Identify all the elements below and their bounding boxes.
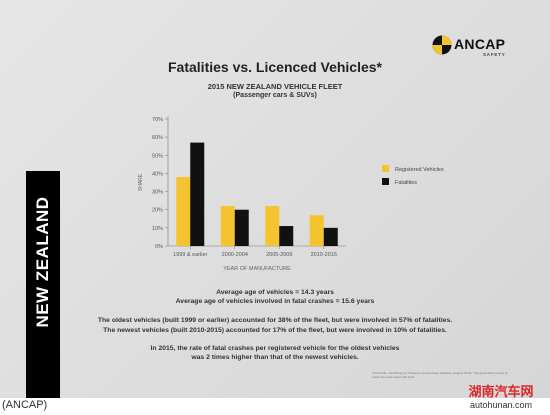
infographic-slide: ANCAP SAFETY Fatalities vs. Licenced Veh…	[0, 0, 550, 398]
site-watermark-url: autohunan.com	[469, 400, 533, 410]
crash-test-dummy-icon	[432, 35, 452, 55]
logo-name: ANCAP	[454, 36, 506, 52]
x-tick-label: 1999 & earlier	[173, 252, 207, 258]
chart-subtitle: 2015 NEW ZEALAND VEHICLE FLEET	[207, 82, 343, 91]
y-tick-label: 60%	[152, 135, 163, 141]
source-footnote: *SOURCE - NZ Ministry of Transport: Annu…	[372, 371, 508, 379]
y-tick-label: 50%	[152, 153, 163, 159]
x-axis-title: YEAR OF MANUFACTURE	[223, 266, 291, 272]
x-tick-label: 2010-2015	[311, 252, 337, 258]
y-tick-label: 30%	[152, 190, 163, 196]
legend-swatch	[382, 165, 389, 172]
y-axis-title: SHARE	[138, 173, 144, 191]
y-tick-label: 0%	[155, 244, 163, 250]
stat-crash-rate-line2: was 2 times higher than that of the newe…	[191, 354, 359, 361]
legend-label: Registered Vehicles	[395, 167, 444, 173]
x-tick-label: 2005-2009	[266, 252, 292, 258]
chart-subtitle-detail: (Passenger cars & SUVs)	[233, 92, 317, 99]
legend-swatch	[382, 178, 389, 185]
registered-vehicles-bar	[265, 206, 280, 246]
registered-vehicles-bar	[176, 177, 191, 246]
stat-average-age-fatal: Average age of vehicles involved in fata…	[175, 298, 375, 305]
stat-oldest-vehicles: The oldest vehicles (built 1999 or earli…	[97, 317, 453, 324]
page-title: Fatalities vs. Licenced Vehicles*	[168, 59, 382, 75]
registered-vehicles-bar	[220, 206, 235, 246]
x-tick-label: 2000-2004	[222, 252, 248, 258]
stat-crash-rate-line1: In 2015, the rate of fatal crashes per r…	[150, 345, 400, 352]
bar-chart: 0% 10% 20% 30% 40% 50% 60% 70% SHARE 1999 & earli…	[138, 116, 444, 272]
registered-vehicles-bar	[309, 215, 324, 246]
stat-newest-vehicles: The newest vehicles (built 2010-2015) ac…	[103, 327, 447, 334]
image-credit: (ANCAP)	[2, 399, 48, 411]
site-watermark: 湖南汽车网	[468, 384, 534, 399]
legend-label: Fatalities	[395, 180, 417, 186]
fatalities-bar	[323, 227, 338, 246]
y-tick-label: 10%	[152, 226, 163, 232]
stat-average-age: Average age of vehicles = 14.3 years	[216, 289, 334, 296]
y-tick-label: 40%	[152, 171, 163, 177]
fatalities-bar	[279, 226, 294, 246]
y-tick-label: 20%	[152, 208, 163, 214]
fatalities-bar	[190, 142, 205, 246]
logo-tagline: SAFETY	[483, 52, 506, 57]
country-label: NEW ZEALAND	[33, 196, 52, 328]
ancap-logo: ANCAP SAFETY	[432, 31, 527, 61]
country-side-bar	[26, 171, 60, 398]
y-tick-label: 70%	[152, 117, 163, 123]
fatalities-bar	[234, 209, 249, 246]
